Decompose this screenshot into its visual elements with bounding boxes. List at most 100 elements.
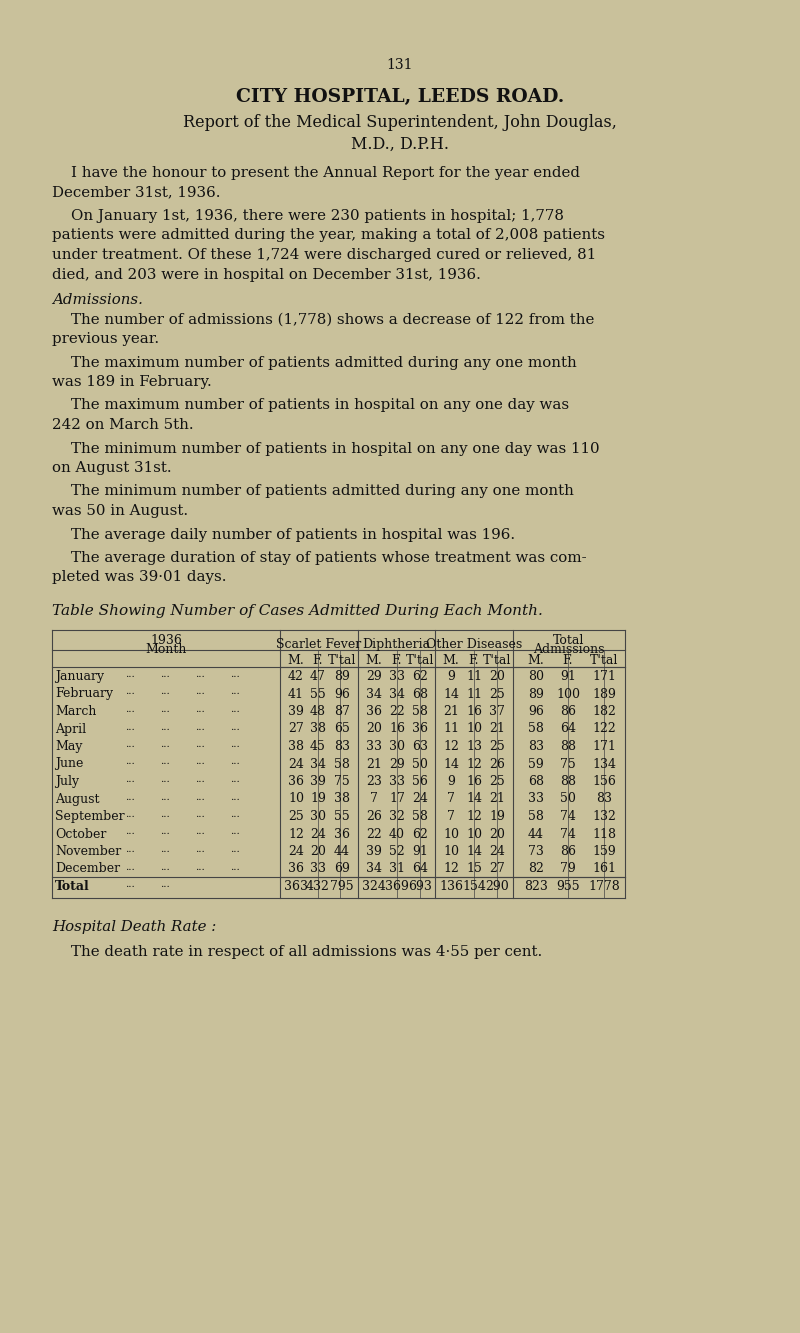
Text: 693: 693 (408, 880, 432, 893)
Text: F.: F. (469, 655, 479, 666)
Text: 26: 26 (366, 810, 382, 822)
Text: 44: 44 (334, 845, 350, 858)
Text: T'tal: T'tal (328, 655, 356, 666)
Text: patients were admitted during the year, making a total of 2,008 patients: patients were admitted during the year, … (52, 228, 605, 243)
Text: 20: 20 (366, 722, 382, 736)
Text: previous year.: previous year. (52, 332, 159, 347)
Text: 96: 96 (334, 688, 350, 701)
Text: ...: ... (160, 810, 170, 818)
Text: May: May (55, 740, 82, 753)
Text: The minimum number of patients admitted during any one month: The minimum number of patients admitted … (52, 484, 574, 499)
Text: 22: 22 (389, 705, 405, 718)
Text: died, and 203 were in hospital on December 31st, 1936.: died, and 203 were in hospital on Decemb… (52, 268, 481, 281)
Text: 41: 41 (288, 688, 304, 701)
Text: ...: ... (160, 774, 170, 784)
Text: 13: 13 (466, 740, 482, 753)
Text: 83: 83 (596, 793, 612, 805)
Text: ...: ... (230, 688, 240, 697)
Text: 62: 62 (412, 828, 428, 841)
Text: ...: ... (195, 722, 205, 732)
Text: 36: 36 (288, 862, 304, 876)
Text: 56: 56 (412, 774, 428, 788)
Text: 23: 23 (366, 774, 382, 788)
Text: 58: 58 (412, 810, 428, 822)
Text: ...: ... (160, 705, 170, 714)
Text: February: February (55, 688, 113, 701)
Text: ...: ... (125, 810, 135, 818)
Text: 182: 182 (592, 705, 616, 718)
Text: 58: 58 (528, 810, 544, 822)
Text: F.: F. (313, 655, 323, 666)
Text: The average daily number of patients in hospital was 196.: The average daily number of patients in … (52, 528, 515, 541)
Text: 38: 38 (334, 793, 350, 805)
Text: ...: ... (230, 862, 240, 872)
Text: ...: ... (125, 828, 135, 837)
Text: 22: 22 (366, 828, 382, 841)
Text: The maximum number of patients admitted during any one month: The maximum number of patients admitted … (52, 356, 577, 369)
Text: The number of admissions (1,778) shows a decrease of 122 from the: The number of admissions (1,778) shows a… (52, 312, 594, 327)
Text: ...: ... (195, 793, 205, 801)
Text: ...: ... (160, 722, 170, 732)
Text: 24: 24 (310, 828, 326, 841)
Text: 55: 55 (310, 688, 326, 701)
Text: 68: 68 (412, 688, 428, 701)
Text: 42: 42 (288, 670, 304, 682)
Text: T'tal: T'tal (406, 655, 434, 666)
Text: 21: 21 (489, 793, 505, 805)
Text: M.: M. (366, 655, 382, 666)
Text: ...: ... (195, 845, 205, 854)
Text: T'tal: T'tal (483, 655, 511, 666)
Text: 39: 39 (310, 774, 326, 788)
Text: 21: 21 (443, 705, 459, 718)
Text: T'tal: T'tal (590, 655, 618, 666)
Text: 68: 68 (528, 774, 544, 788)
Text: The average duration of stay of patients whose treatment was com-: The average duration of stay of patients… (52, 551, 586, 565)
Text: 16: 16 (389, 722, 405, 736)
Text: 12: 12 (466, 810, 482, 822)
Text: 324: 324 (362, 880, 386, 893)
Text: ...: ... (125, 705, 135, 714)
Text: 363: 363 (284, 880, 308, 893)
Text: 64: 64 (560, 722, 576, 736)
Text: 19: 19 (489, 810, 505, 822)
Text: 29: 29 (389, 757, 405, 770)
Text: Total: Total (554, 635, 585, 647)
Text: ...: ... (160, 862, 170, 872)
Text: 62: 62 (412, 670, 428, 682)
Text: ...: ... (160, 740, 170, 749)
Text: 36: 36 (366, 705, 382, 718)
Text: 36: 36 (412, 722, 428, 736)
Text: I have the honour to present the Annual Report for the year ended: I have the honour to present the Annual … (52, 167, 580, 180)
Text: 24: 24 (489, 845, 505, 858)
Text: 136: 136 (439, 880, 463, 893)
Text: 30: 30 (310, 810, 326, 822)
Text: 25: 25 (288, 810, 304, 822)
Text: 12: 12 (443, 862, 459, 876)
Text: ...: ... (160, 828, 170, 837)
Text: 31: 31 (389, 862, 405, 876)
Text: ...: ... (230, 757, 240, 766)
Text: 33: 33 (366, 740, 382, 753)
Text: ...: ... (125, 845, 135, 854)
Text: ...: ... (160, 670, 170, 678)
Text: 154: 154 (462, 880, 486, 893)
Text: 83: 83 (334, 740, 350, 753)
Text: 100: 100 (556, 688, 580, 701)
Text: 10: 10 (466, 828, 482, 841)
Text: On January 1st, 1936, there were 230 patients in hospital; 1,778: On January 1st, 1936, there were 230 pat… (52, 209, 564, 223)
Text: 52: 52 (389, 845, 405, 858)
Text: ...: ... (125, 862, 135, 872)
Text: ...: ... (160, 688, 170, 697)
Text: 47: 47 (310, 670, 326, 682)
Text: 156: 156 (592, 774, 616, 788)
Text: ...: ... (230, 774, 240, 784)
Text: 11: 11 (443, 722, 459, 736)
Text: 131: 131 (386, 59, 414, 72)
Text: 20: 20 (310, 845, 326, 858)
Text: 38: 38 (310, 722, 326, 736)
Text: 25: 25 (489, 740, 505, 753)
Text: 89: 89 (528, 688, 544, 701)
Text: April: April (55, 722, 86, 736)
Text: 118: 118 (592, 828, 616, 841)
Text: ...: ... (160, 880, 170, 889)
